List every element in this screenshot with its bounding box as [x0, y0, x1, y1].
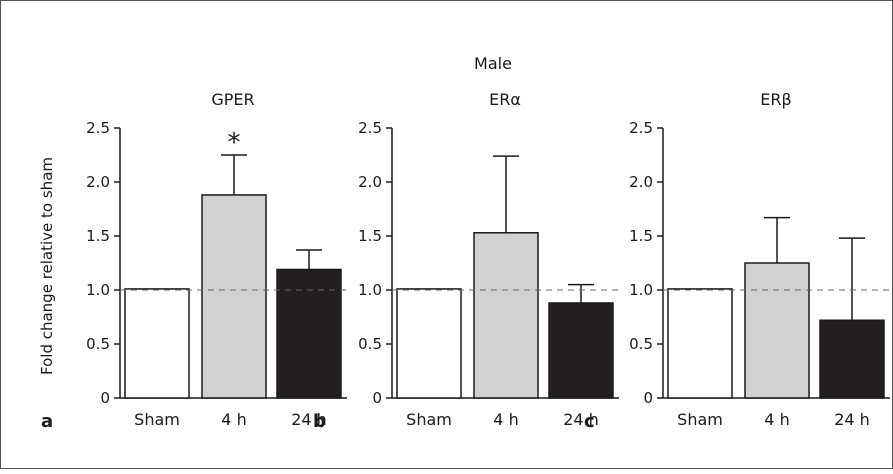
- y-tick-label: 1.0: [629, 281, 653, 299]
- x-tick-label: 24 h: [291, 410, 327, 429]
- panel-title: ERα: [489, 90, 521, 109]
- y-tick-label: 1.5: [358, 227, 382, 245]
- bar: [276, 268, 342, 399]
- y-tick-label: 0.5: [86, 335, 110, 353]
- x-tick-label: 24 h: [834, 410, 870, 429]
- panel-title: ERβ: [760, 90, 791, 109]
- bar: [396, 288, 462, 399]
- panel-a: GPER 0 0.5 1.0 1.5 2.0 2.5 Sham 4 h 24 h * a: [41, 90, 347, 432]
- panel-letter: a: [41, 411, 53, 432]
- panel-letter: b: [313, 411, 326, 432]
- y-tick-label: 1.5: [86, 227, 110, 245]
- y-tick-label: 0: [372, 389, 382, 407]
- y-tick-label: 2.0: [358, 173, 382, 191]
- y-axis-label: Fold change relative to sham: [38, 157, 56, 375]
- y-tick-label: 0: [643, 389, 653, 407]
- y-tick-label: 2.0: [629, 173, 653, 191]
- panel-title: GPER: [211, 90, 254, 109]
- bar: [473, 232, 539, 399]
- bar: [124, 288, 190, 399]
- y-tick-label: 2.5: [358, 119, 382, 137]
- x-tick-label: 24 h: [563, 410, 599, 429]
- y-tick-label: 1.5: [629, 227, 653, 245]
- x-tick-label: 4 h: [221, 410, 246, 429]
- bar: [667, 288, 733, 399]
- x-tick-label: Sham: [677, 410, 723, 429]
- bar: [201, 194, 267, 399]
- y-tick-label: 1.0: [358, 281, 382, 299]
- x-tick-label: Sham: [134, 410, 180, 429]
- x-tick-label: Sham: [406, 410, 452, 429]
- significance-asterisk: *: [228, 128, 241, 158]
- panel-b: ERα 0 0.5 1.0 1.5 2.0 2.5 Sham 4 h 24 h b: [313, 90, 619, 432]
- y-tick-label: 2.5: [86, 119, 110, 137]
- y-tick-label: 0.5: [629, 335, 653, 353]
- y-tick-label: 2.5: [629, 119, 653, 137]
- y-tick-label: 0.5: [358, 335, 382, 353]
- bar: [744, 262, 810, 399]
- y-tick-label: 1.0: [86, 281, 110, 299]
- panels: GPER 0 0.5 1.0 1.5 2.0 2.5 Sham 4 h 24 h * a ERα 0 0.5…: [41, 90, 890, 432]
- panel-c: ERβ 0 0.5 1.0 1.5 2.0 2.5 Sham 4 h 24 h c: [584, 90, 890, 432]
- y-tick-label: 2.0: [86, 173, 110, 191]
- y-tick-label: 0: [100, 389, 110, 407]
- bar: [819, 319, 885, 399]
- x-tick-label: 4 h: [764, 410, 789, 429]
- figure-supertitle: Male: [474, 54, 512, 73]
- panel-letter: c: [584, 411, 595, 432]
- x-tick-label: 4 h: [493, 410, 518, 429]
- bar: [548, 302, 614, 399]
